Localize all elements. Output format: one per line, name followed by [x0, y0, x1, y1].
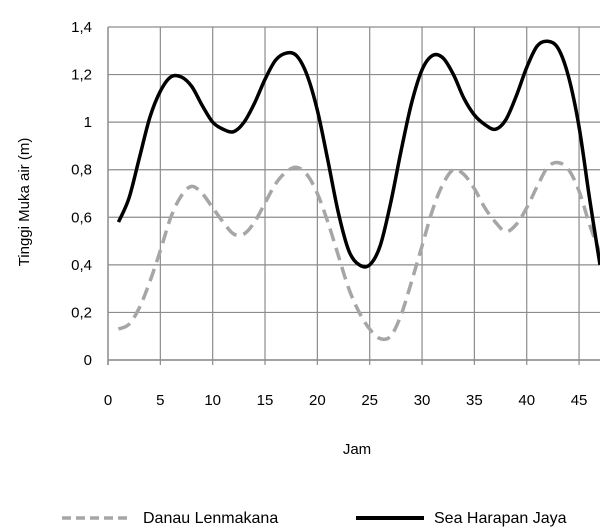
series-line-sea-harapan-jaya	[116, 39, 600, 269]
x-tick-label: 15	[257, 392, 274, 409]
x-tick-label: 20	[309, 392, 326, 409]
y-tick-label: 0,4	[71, 257, 92, 274]
legend: Danau Lenmakana Sea Harapan Jaya	[62, 510, 567, 527]
y-tick-label: 0,8	[71, 162, 92, 179]
y-tick-label: 1,4	[71, 19, 92, 36]
series-line-danau-lenmakana	[117, 160, 600, 342]
y-tick-label: 0,6	[71, 209, 92, 226]
legend-label-danau-lenmakana: Danau Lenmakana	[143, 510, 278, 527]
y-tick-label: 1	[84, 114, 92, 131]
x-tick-label: 5	[156, 392, 164, 409]
x-tick-label: 45	[571, 392, 588, 409]
y-tick-label: 0,2	[71, 304, 92, 321]
y-axis-title: Tinggi Muka air (m)	[16, 138, 33, 267]
x-tick-label: 25	[361, 392, 378, 409]
x-tick-label: 40	[518, 392, 535, 409]
vertical-gridlines	[159, 27, 580, 360]
y-tick-label: 1,2	[71, 67, 92, 84]
y-tick-label: 0	[84, 352, 92, 369]
x-tick-label: 30	[414, 392, 431, 409]
x-axis-title: Jam	[343, 441, 371, 458]
y-tick-labels: 0 0,2 0,4 0,6 0,8 1 1,2 1,4	[71, 19, 92, 369]
x-tick-label: 0	[104, 392, 112, 409]
x-tick-label: 35	[466, 392, 483, 409]
x-tick-labels: 0 5 10 15 20 25 30 35 40 45	[104, 392, 588, 409]
legend-label-sea-harapan-jaya: Sea Harapan Jaya	[434, 510, 567, 527]
x-tick-label: 10	[204, 392, 221, 409]
series-layer	[107, 27, 600, 365]
